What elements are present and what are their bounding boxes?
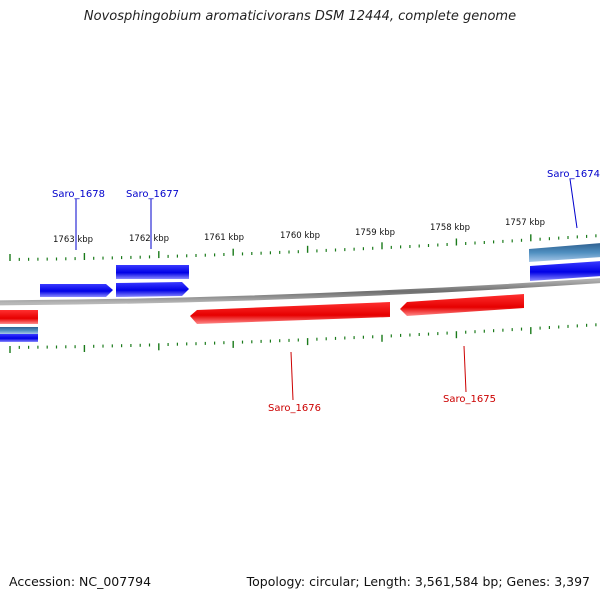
genome-summary-text: Topology: circular; Length: 3,561,584 bp… xyxy=(246,574,590,589)
tick-label-1761: 1761 kbp xyxy=(204,233,244,243)
gene-labels: Saro_1678 Saro_1677 Saro_1674 Saro_1676 … xyxy=(52,169,600,414)
gene-left-edge-red[interactable] xyxy=(0,310,38,324)
gene-left-edge-steel[interactable] xyxy=(0,327,38,334)
gene-saro-1677-lower[interactable] xyxy=(116,282,189,297)
gene-leader-lines xyxy=(75,178,578,401)
label-saro-1678[interactable]: Saro_1678 xyxy=(52,189,105,200)
tick-label-1763: 1763 kbp xyxy=(53,235,93,245)
tick-label-1762: 1762 kbp xyxy=(129,234,169,244)
gene-saro-1677-upper[interactable] xyxy=(116,265,189,279)
upper-scale-track xyxy=(9,234,597,261)
reverse-strand-genes xyxy=(0,294,524,342)
tick-label-1757: 1757 kbp xyxy=(505,218,545,228)
leader-saro-1675 xyxy=(463,345,467,393)
accession-text: Accession: NC_007794 xyxy=(9,574,152,589)
leader-saro-1674 xyxy=(569,178,578,229)
genome-backbone xyxy=(0,278,600,306)
lower-scale-track xyxy=(9,323,597,353)
scale-tick-labels: 1763 kbp 1762 kbp 1761 kbp 1760 kbp 1759… xyxy=(53,218,545,245)
label-saro-1674[interactable]: Saro_1674 xyxy=(547,169,600,180)
label-saro-1677[interactable]: Saro_1677 xyxy=(126,189,179,200)
tick-label-1758: 1758 kbp xyxy=(430,223,470,233)
forward-strand-genes xyxy=(40,243,600,297)
gene-saro-1676[interactable] xyxy=(190,302,390,324)
gene-left-edge-blue[interactable] xyxy=(0,334,38,342)
gene-saro-1675[interactable] xyxy=(400,294,524,316)
gene-saro-1678[interactable] xyxy=(40,284,113,297)
map-title: Novosphingobium aromaticivorans DSM 1244… xyxy=(83,9,517,24)
label-saro-1676[interactable]: Saro_1676 xyxy=(268,403,321,414)
tick-label-1760: 1760 kbp xyxy=(280,231,320,241)
tick-label-1759: 1759 kbp xyxy=(355,228,395,238)
gene-saro-1674-upper[interactable] xyxy=(529,243,600,262)
gene-saro-1674-lower[interactable] xyxy=(530,261,600,281)
label-saro-1675[interactable]: Saro_1675 xyxy=(443,394,496,405)
leader-saro-1676 xyxy=(290,351,294,401)
